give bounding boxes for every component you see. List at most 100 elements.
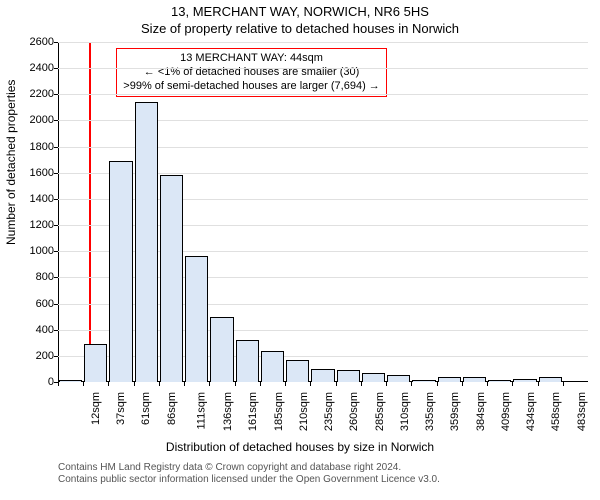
footer-attribution: Contains HM Land Registry data © Crown c…	[58, 462, 588, 486]
chart-subtitle: Size of property relative to detached ho…	[0, 21, 600, 36]
histogram-bar	[109, 161, 132, 382]
gridline	[58, 94, 588, 95]
histogram-bar	[463, 377, 486, 382]
x-tick-mark	[260, 382, 261, 386]
x-tick-mark	[310, 382, 311, 386]
histogram-bar	[210, 317, 233, 382]
y-tick-label: 400	[36, 324, 54, 336]
page-title: 13, MERCHANT WAY, NORWICH, NR6 5HS	[0, 4, 600, 19]
histogram-bar	[488, 380, 511, 382]
footer-line-1: Contains HM Land Registry data © Crown c…	[58, 462, 588, 474]
x-tick-mark	[108, 382, 109, 386]
footer-line-2: Contains public sector information licen…	[58, 474, 588, 486]
x-tick-label: 86sqm	[166, 392, 178, 425]
histogram-bar	[539, 377, 562, 382]
x-tick-mark	[563, 382, 564, 386]
x-tick-mark	[58, 382, 59, 386]
y-tick-mark	[54, 330, 58, 331]
x-tick-mark	[285, 382, 286, 386]
y-tick-mark	[54, 94, 58, 95]
x-tick-label: 210sqm	[298, 392, 310, 431]
y-tick-label: 1800	[30, 141, 54, 153]
x-tick-label: 185sqm	[273, 392, 285, 431]
x-tick-label: 111sqm	[195, 392, 207, 430]
x-tick-mark	[361, 382, 362, 386]
x-tick-mark	[184, 382, 185, 386]
y-tick-mark	[54, 225, 58, 226]
x-tick-label: 37sqm	[115, 392, 127, 425]
y-tick-label: 1200	[30, 219, 54, 231]
x-tick-label: 409sqm	[500, 392, 512, 431]
x-tick-mark	[437, 382, 438, 386]
x-tick-mark	[159, 382, 160, 386]
y-tick-mark	[54, 304, 58, 305]
y-tick-mark	[54, 251, 58, 252]
histogram-bar	[160, 175, 183, 382]
callout-line: >99% of semi-detached houses are larger …	[123, 80, 380, 94]
x-tick-label: 483sqm	[576, 392, 588, 431]
x-tick-label: 285sqm	[374, 392, 386, 431]
x-tick-label: 235sqm	[323, 392, 335, 431]
histogram-bar	[185, 256, 208, 382]
plot-area: 13 MERCHANT WAY: 44sqm← <1% of detached …	[58, 42, 588, 382]
x-tick-label: 458sqm	[550, 392, 562, 431]
x-tick-mark	[209, 382, 210, 386]
histogram-bar	[438, 377, 461, 382]
y-tick-label: 200	[36, 350, 54, 362]
x-tick-label: 335sqm	[424, 392, 436, 431]
callout-line: 13 MERCHANT WAY: 44sqm	[123, 52, 380, 66]
y-tick-mark	[54, 147, 58, 148]
x-tick-label: 61sqm	[141, 392, 153, 425]
histogram-bar	[311, 369, 334, 382]
x-tick-label: 260sqm	[349, 392, 361, 431]
x-tick-mark	[512, 382, 513, 386]
x-tick-mark	[538, 382, 539, 386]
x-tick-label: 384sqm	[475, 392, 487, 431]
y-tick-label: 2600	[30, 36, 54, 48]
y-tick-label: 600	[36, 298, 54, 310]
y-tick-mark	[54, 68, 58, 69]
x-tick-mark	[83, 382, 84, 386]
x-tick-label: 434sqm	[525, 392, 537, 431]
y-tick-mark	[54, 199, 58, 200]
x-tick-mark	[487, 382, 488, 386]
x-tick-label: 310sqm	[399, 392, 411, 431]
y-tick-mark	[54, 277, 58, 278]
y-axis-line	[58, 42, 59, 382]
x-tick-mark	[386, 382, 387, 386]
y-tick-label: 1600	[30, 167, 54, 179]
chart-root: { "title": "13, MERCHANT WAY, NORWICH, N…	[0, 0, 600, 500]
y-tick-label: 2400	[30, 62, 54, 74]
y-tick-mark	[54, 173, 58, 174]
y-tick-mark	[54, 120, 58, 121]
y-tick-label: 2200	[30, 88, 54, 100]
x-tick-label: 359sqm	[449, 392, 461, 431]
x-tick-mark	[235, 382, 236, 386]
histogram-bar	[286, 360, 309, 382]
histogram-bar	[59, 380, 82, 382]
y-axis-label: Number of detached properties	[4, 80, 18, 245]
y-tick-label: 1000	[30, 245, 54, 257]
x-tick-label: 136sqm	[222, 392, 234, 431]
gridline	[58, 68, 588, 69]
histogram-bar	[412, 380, 435, 382]
histogram-bar	[387, 375, 410, 382]
histogram-bar	[84, 344, 107, 382]
gridline	[58, 42, 588, 43]
histogram-bar	[236, 340, 259, 382]
x-tick-label: 161sqm	[248, 392, 260, 431]
x-axis-label: Distribution of detached houses by size …	[0, 440, 600, 454]
x-tick-mark	[336, 382, 337, 386]
histogram-bar	[362, 373, 385, 382]
x-tick-mark	[134, 382, 135, 386]
y-tick-label: 800	[36, 271, 54, 283]
histogram-bar	[135, 102, 158, 382]
x-tick-mark	[462, 382, 463, 386]
histogram-bar	[513, 379, 536, 382]
x-tick-label: 12sqm	[90, 392, 102, 425]
y-tick-label: 2000	[30, 114, 54, 126]
histogram-bar	[337, 370, 360, 382]
y-tick-mark	[54, 356, 58, 357]
x-tick-mark	[411, 382, 412, 386]
y-tick-label: 1400	[30, 193, 54, 205]
